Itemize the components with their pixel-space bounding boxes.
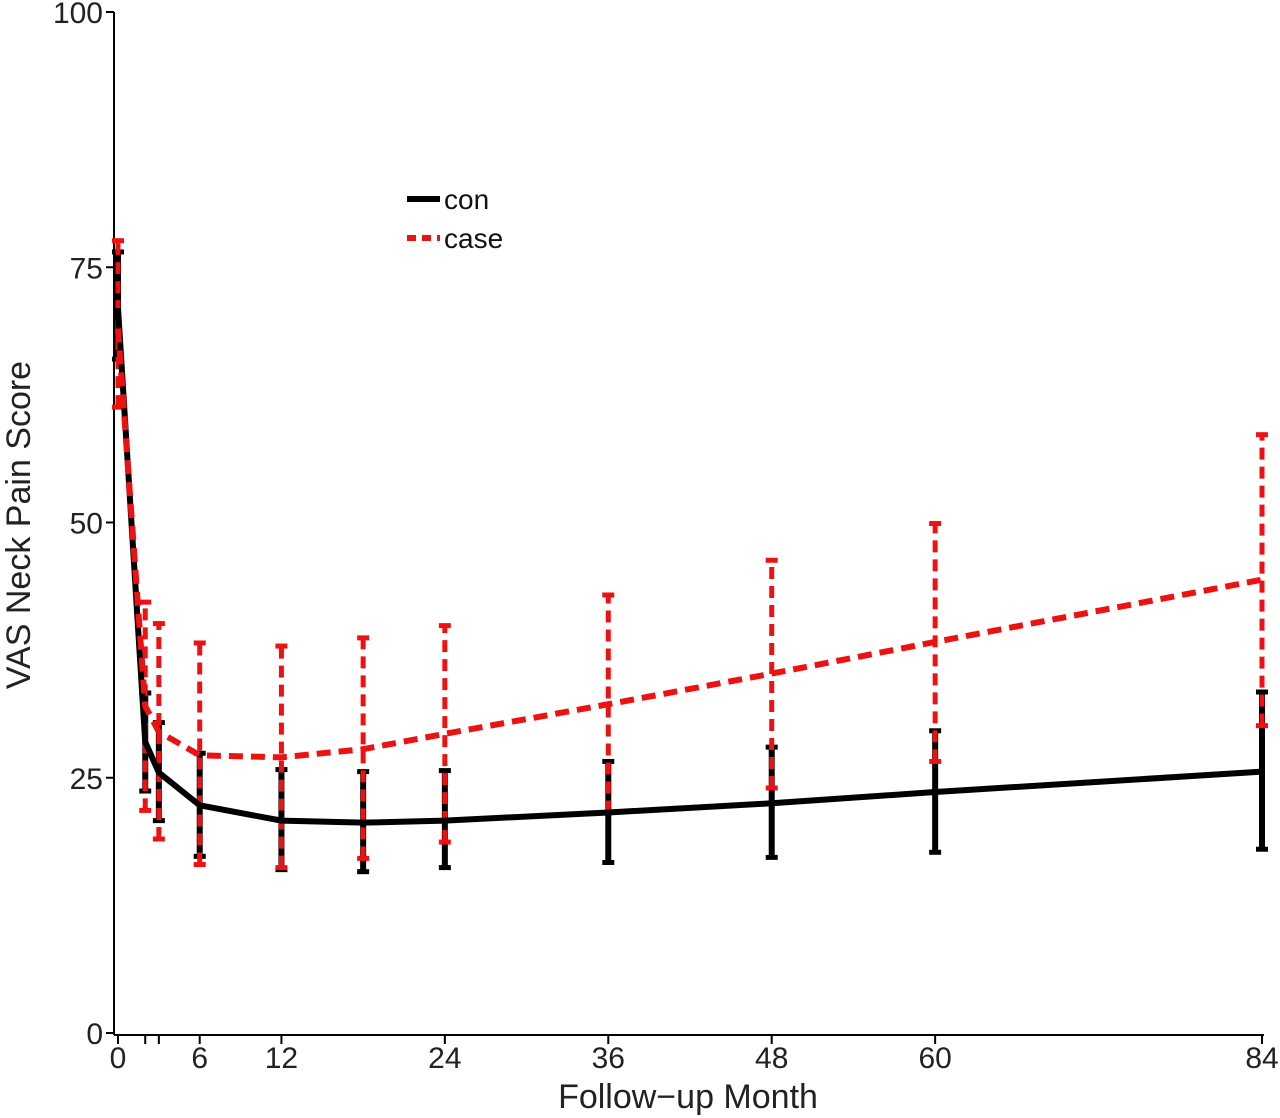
legend-label-case: case — [444, 223, 503, 254]
x-tick-label: 24 — [428, 1042, 461, 1075]
series-line-con — [115, 307, 1263, 826]
x-tick-label: 0 — [110, 1042, 127, 1075]
x-tick-label: 12 — [265, 1042, 298, 1075]
series-lines — [115, 307, 1263, 826]
y-tick-label: 75 — [70, 252, 103, 285]
x-tick-label: 60 — [918, 1042, 951, 1075]
y-axis-label: VAS Neck Pain Score — [0, 361, 38, 689]
y-tick-label: 100 — [53, 0, 103, 30]
axes — [106, 11, 1264, 1044]
tick-labels: 0 25 50 75 100 0 6 12 24 36 48 60 84 — [53, 0, 1279, 1075]
x-tick-label: 84 — [1245, 1042, 1278, 1075]
x-axis-label: Follow−up Month — [558, 1078, 818, 1116]
y-tick-label: 0 — [86, 1018, 103, 1051]
y-tick-label: 25 — [70, 763, 103, 796]
series-line-case — [115, 328, 1263, 761]
legend: con case — [407, 184, 503, 254]
y-tick-label: 50 — [70, 508, 103, 541]
x-tick-label: 36 — [592, 1042, 625, 1075]
x-tick-label: 6 — [191, 1042, 208, 1075]
legend-label-con: con — [444, 184, 489, 215]
error-bars — [112, 238, 1268, 875]
x-tick-label: 48 — [755, 1042, 788, 1075]
